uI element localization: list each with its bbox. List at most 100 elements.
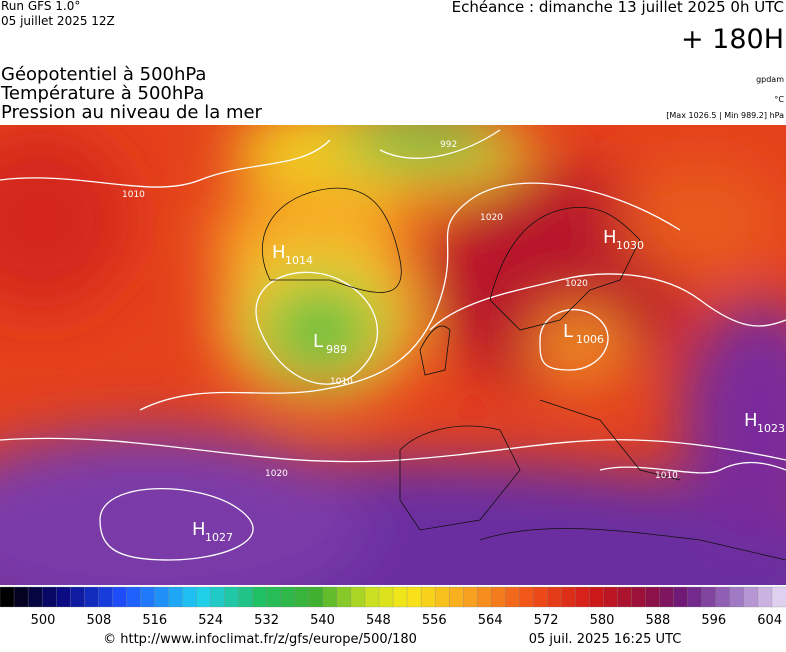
colorbar-swatch [533,586,548,608]
center-letter: L [313,331,323,352]
colorbar-swatch [645,586,661,608]
colorbar-swatch [182,586,197,608]
colorbar-swatch [673,586,689,608]
colorbar-swatch [519,586,534,608]
colorbar-swatch [336,586,352,608]
isobar-label: 1020 [480,213,503,223]
colorbar-swatch [392,586,408,608]
center-letter: H [603,227,617,248]
colorbar-label: 588 [645,613,670,628]
lead-time: + 180H [681,24,784,55]
colorbar-label: 500 [31,613,56,628]
run-date: 05 juillet 2025 12Z [1,14,115,28]
colorbar-swatch [364,586,380,608]
colorbar-swatch [308,586,324,608]
colorbar-swatch [41,586,57,608]
colorbar-swatch [448,586,464,608]
center-letter: H [272,242,286,263]
colorbar-swatch [112,586,127,608]
colorbar-swatch [617,586,633,608]
field-title: Géopotentiel à 500hPa [1,64,206,85]
colorbar-label: 596 [701,613,726,628]
unit-label: [Max 1026.5 | Min 989.2] hPa [666,111,784,120]
colorbar-swatch [168,586,183,608]
colorbar-swatch [196,586,211,608]
colorbar-swatch [477,586,492,608]
colorbar-swatch [238,586,254,608]
colorbar-swatch [252,586,268,608]
colorbar-swatch [266,586,282,608]
colorbar-label: 548 [366,613,391,628]
colorbar-swatch [84,586,99,608]
colorbar-swatch [378,586,394,608]
isobar-label: 992 [440,140,457,150]
colorbar: 500 508 516 524 532 540 548 556 564 572 580 588 596 6… [0,586,786,628]
unit-label: °C [774,95,784,104]
colorbar-swatch [757,586,773,608]
colorbar-label: 604 [757,613,782,628]
colorbar-swatch [0,586,15,608]
colorbar-swatch [224,586,240,608]
generated-time: 05 juil. 2025 16:25 UTC [529,632,682,647]
center-value: 1014 [285,254,313,267]
colorbar-swatch [715,586,731,608]
center-letter: H [744,410,758,431]
colorbar-label: 532 [254,613,279,628]
center-value: 989 [326,343,347,356]
colorbar-swatch [463,586,478,608]
colorbar-label: 564 [478,613,503,628]
field-title: Pression au niveau de la mer [1,102,263,123]
colorbar-swatch [27,586,43,608]
valid-time: Echéance : dimanche 13 juillet 2025 0h U… [452,0,784,16]
colorbar-swatch [406,586,422,608]
map [0,125,786,585]
colorbar-swatch [603,586,619,608]
colorbar-swatch [70,586,85,608]
isobar-label: 1010 [122,190,145,200]
center-value: 1006 [576,333,604,346]
colorbar-swatch [210,586,226,608]
isobar-label: 1020 [265,469,288,479]
center-value: 1027 [205,531,233,544]
colorbar-swatch [575,586,590,608]
colorbar-swatch [743,586,759,608]
colorbar-label: 508 [86,613,111,628]
colorbar-swatch [589,586,604,608]
isobar-label: 1010 [655,471,678,481]
colorbar-swatch [13,586,29,608]
colorbar-swatch [659,586,675,608]
colorbar-label: 556 [422,613,447,628]
colorbar-label: 524 [198,613,223,628]
colorbar-swatch [98,586,113,608]
center-value: 1030 [616,239,644,252]
colorbar-swatch [154,586,169,608]
colorbar-swatch [547,586,562,608]
center-letter: L [563,321,573,342]
colorbar-label: 516 [142,613,167,628]
colorbar-swatch [126,586,141,608]
colorbar-swatch [55,586,71,608]
colorbar-swatch [687,586,703,608]
colorbar-swatch [140,586,155,608]
colorbar-label: 572 [534,613,559,628]
colorbar-swatch [561,586,576,608]
colorbar-swatch [294,586,310,608]
isobar-label: 1020 [565,279,588,289]
colorbar-swatch [631,586,647,608]
source-url: © http://www.infoclimat.fr/z/gfs/europe/… [103,632,417,647]
center-letter: H [192,519,206,540]
colorbar-swatch [729,586,745,608]
colorbar-swatch [505,586,520,608]
field-title: Température à 500hPa [0,83,204,104]
colorbar-label: 540 [310,613,335,628]
colorbar-swatch [491,586,506,608]
run-label: Run GFS 1.0° [1,0,80,13]
colorbar-swatch [701,586,717,608]
center-value: 1023 [757,422,785,435]
colorbar-swatch [350,586,366,608]
unit-label: gpdam [756,75,784,84]
colorbar-swatch [322,586,338,608]
isobar-label: 1010 [330,377,353,387]
